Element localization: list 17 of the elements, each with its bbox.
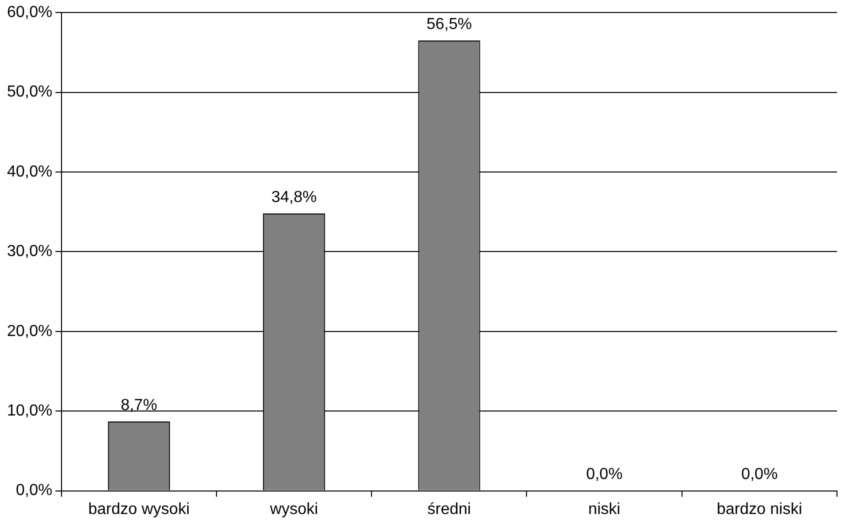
y-tick-label: 30,0% (6, 243, 52, 260)
data-label: 0,0% (741, 466, 778, 484)
y-tick-label: 0,0% (16, 482, 52, 500)
y-tick-label: 50,0% (6, 84, 52, 101)
x-tick-label: niski (588, 500, 620, 518)
data-label: 8,7% (120, 396, 158, 414)
x-tick-label: średni (427, 500, 471, 518)
x-tick-label: bardzo wysoki (88, 500, 190, 518)
data-label: 0,0% (586, 466, 623, 484)
y-tick-label: 10,0% (6, 402, 52, 420)
data-label: 34,8% (271, 188, 317, 206)
y-tick-label: 40,0% (6, 163, 52, 180)
y-tick-label: 20,0% (6, 322, 52, 340)
data-label: 56,5% (426, 16, 472, 33)
x-tick-label: bardzo niski (716, 500, 802, 518)
x-tick-label: wysoki (269, 500, 318, 518)
y-tick-label: 60,0% (6, 4, 52, 22)
